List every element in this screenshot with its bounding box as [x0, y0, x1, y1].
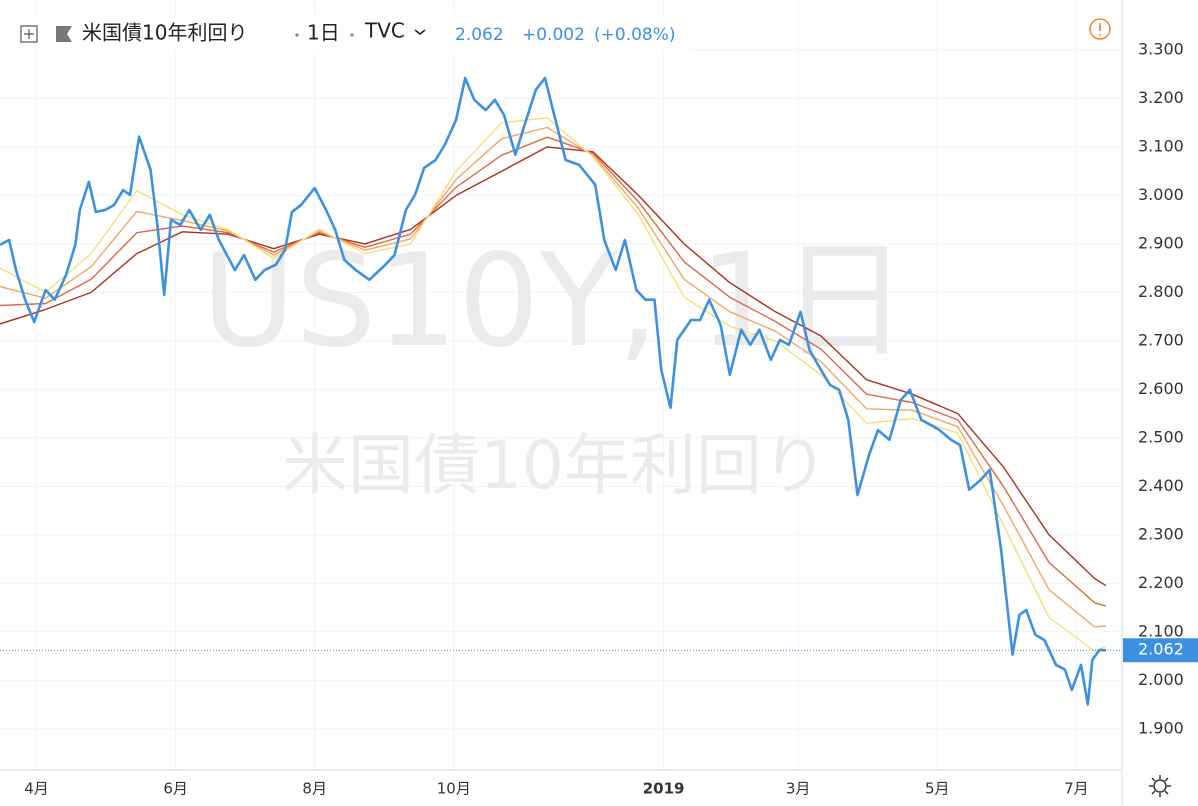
separator — [350, 33, 354, 37]
watermark: US10Y, 1日 — [202, 227, 909, 376]
x-tick-label: 2019 — [643, 780, 685, 798]
x-tick-label: 4月 — [24, 780, 49, 798]
header: 米国債10年利回り 1日 TVC 2.062 +0.002 (+0.08%) — [20, 19, 676, 45]
axes: 1.900 2.000 2.100 2.200 2.300 2.400 2.500 2.600… — [24, 39, 1198, 798]
series-line — [0, 136, 1107, 607]
series-line — [0, 117, 1107, 652]
interval[interactable]: 1日 — [307, 21, 340, 45]
watermark-title: 米国債10年利回り — [282, 427, 828, 504]
y-tick-label: 2.200 — [1138, 573, 1184, 592]
header-bg — [0, 14, 690, 52]
x-tick-label: 7月 — [1064, 780, 1089, 798]
x-tick-label: 5月 — [925, 780, 950, 798]
x-tick-label: 6月 — [163, 780, 188, 798]
settings-icon[interactable] — [1149, 775, 1171, 797]
series-line — [0, 126, 1107, 628]
gear-teeth — [1149, 775, 1171, 797]
y-tick-label: 2.700 — [1138, 330, 1184, 349]
y-tick-label: 3.300 — [1138, 39, 1184, 58]
x-tick-label: 10月 — [437, 780, 471, 798]
separator — [295, 33, 299, 37]
y-tick-label: 3.100 — [1138, 136, 1184, 155]
symbol-title: 米国債10年利回り — [82, 21, 247, 45]
lines — [0, 76, 1122, 706]
header-change: +0.002 — [522, 25, 585, 45]
gear — [1153, 779, 1167, 793]
header-price: 2.062 — [455, 25, 504, 45]
y-tick-label: 2.100 — [1138, 621, 1184, 640]
x-tick-label: 3月 — [786, 780, 811, 798]
y-tick-label: 2.300 — [1138, 524, 1184, 543]
y-tick-label: 2.000 — [1138, 670, 1184, 689]
warning-icon[interactable] — [1089, 18, 1111, 40]
expand-icon-plus — [24, 29, 34, 39]
source: TVC — [364, 19, 405, 43]
series-line — [0, 146, 1107, 587]
y-tick-label: 3.000 — [1138, 185, 1184, 204]
y-tick-label: 2.900 — [1138, 233, 1184, 252]
series-line — [0, 76, 1106, 706]
last-price-box — [1123, 638, 1198, 663]
last-price-label: 2.062 — [1138, 640, 1184, 659]
chevron[interactable] — [414, 29, 426, 35]
flag-icon[interactable] — [56, 26, 72, 42]
y-tick-label: 3.200 — [1138, 88, 1184, 107]
y-tick-label: 2.400 — [1138, 476, 1184, 495]
y-tick-label: 2.500 — [1138, 427, 1184, 446]
header-change-pct: (+0.08%) — [594, 25, 676, 45]
y-tick-label: 2.600 — [1138, 379, 1184, 398]
x-tick-label: 8月 — [302, 780, 327, 798]
expand-icon[interactable] — [20, 25, 38, 43]
y-tick-label: 1.900 — [1138, 718, 1184, 737]
y-tick-label: 2.800 — [1138, 282, 1184, 301]
